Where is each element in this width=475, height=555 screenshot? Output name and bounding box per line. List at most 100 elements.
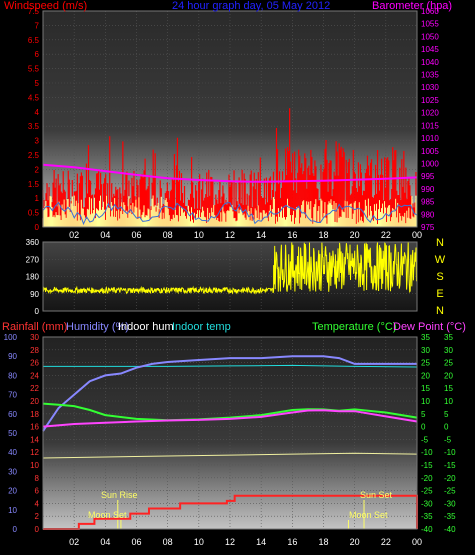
dew-point-tick: 15 bbox=[444, 384, 453, 393]
rainfall-tick: 14 bbox=[30, 435, 39, 444]
rainfall-tick: 30 bbox=[30, 333, 39, 342]
humidity-tick: 90 bbox=[8, 352, 17, 361]
rainfall-tick: 16 bbox=[30, 423, 39, 432]
dew-point-tick: -35 bbox=[444, 512, 456, 521]
dew-point-tick: -30 bbox=[444, 499, 456, 508]
barometer-tick: 1060 bbox=[421, 7, 439, 16]
hour-tick: 00 bbox=[412, 537, 422, 547]
wind-panel-border bbox=[42, 10, 418, 228]
humidity-tick: 10 bbox=[8, 506, 17, 515]
indoor-temp-label: Indoor temp bbox=[172, 321, 231, 333]
rainfall-line bbox=[43, 494, 418, 530]
hour-tick: 18 bbox=[318, 230, 328, 240]
rainfall-tick: 22 bbox=[30, 384, 39, 393]
direction-tick: 270 bbox=[26, 255, 40, 264]
hour-tick: 20 bbox=[350, 537, 360, 547]
indoor-humidity-line bbox=[42, 452, 418, 459]
windspeed-tick: 1 bbox=[35, 194, 40, 203]
compass-letter: S bbox=[436, 271, 443, 283]
windspeed-tick: 5 bbox=[35, 79, 40, 88]
hour-tick: 10 bbox=[194, 230, 204, 240]
moon-set-label: Moon Set bbox=[88, 510, 127, 520]
indoor-temp-line bbox=[43, 364, 418, 368]
windspeed-tick: 4 bbox=[35, 108, 40, 117]
windspeed-tick: 0.5 bbox=[28, 209, 40, 218]
hour-tick: 20 bbox=[350, 230, 360, 240]
rainfall-tick: 0 bbox=[35, 525, 40, 534]
temperature-tick: -30 bbox=[421, 499, 433, 508]
windspeed-tick: 7.5 bbox=[28, 7, 40, 16]
barometer-line bbox=[42, 163, 418, 183]
barometer-tick: 1050 bbox=[421, 32, 439, 41]
hour-tick: 14 bbox=[256, 537, 266, 547]
dew-point-tick: 20 bbox=[444, 371, 453, 380]
hour-tick: 16 bbox=[287, 230, 297, 240]
windspeed-tick: 7 bbox=[35, 21, 40, 30]
barometer-tick: 980 bbox=[421, 210, 435, 219]
windspeed-tick: 3.5 bbox=[28, 122, 40, 131]
hour-tick: 16 bbox=[287, 537, 297, 547]
hour-tick: 06 bbox=[131, 537, 141, 547]
temperature-tick: 35 bbox=[421, 333, 430, 342]
hour-tick: 06 bbox=[131, 230, 141, 240]
rainfall-tick: 20 bbox=[30, 397, 39, 406]
temperature-tick: 20 bbox=[421, 371, 430, 380]
hour-tick: 14 bbox=[256, 230, 266, 240]
compass-letter: E bbox=[436, 288, 443, 300]
rainfall-tick: 8 bbox=[35, 474, 40, 483]
wind-series bbox=[42, 108, 418, 227]
climate-series bbox=[42, 355, 418, 530]
rainfall-tick: 4 bbox=[35, 499, 40, 508]
barometer-tick: 1020 bbox=[421, 109, 439, 118]
temperature-tick: 0 bbox=[421, 423, 426, 432]
sun-set-label: Sun Set bbox=[360, 490, 393, 500]
humidity-tick: 100 bbox=[4, 333, 18, 342]
barometer-tick: 975 bbox=[421, 223, 435, 232]
chart-title: 24 hour graph day, 05 May 2012 bbox=[172, 0, 330, 12]
dew-point-tick: 35 bbox=[444, 333, 453, 342]
direction-tick: 360 bbox=[26, 238, 40, 247]
hour-tick: 04 bbox=[100, 230, 110, 240]
humidity-tick: 80 bbox=[8, 371, 17, 380]
barometer-tick: 1040 bbox=[421, 58, 439, 67]
humidity-tick: 60 bbox=[8, 410, 17, 419]
humidity-tick: 50 bbox=[8, 429, 17, 438]
climate-panel-grid bbox=[43, 336, 417, 530]
dew-point-tick: -25 bbox=[444, 487, 456, 496]
barometer-tick: 1055 bbox=[421, 20, 439, 29]
barometer-tick: 990 bbox=[421, 185, 435, 194]
windspeed-tick: 0 bbox=[35, 223, 40, 232]
wind-direction-line bbox=[42, 241, 418, 295]
barometer-tick: 1035 bbox=[421, 71, 439, 80]
windspeed-tick: 4.5 bbox=[28, 93, 40, 102]
temperature-tick: 30 bbox=[421, 346, 430, 355]
humidity-tick: 70 bbox=[8, 391, 17, 400]
rainfall-tick: 26 bbox=[30, 359, 39, 368]
dew-point-tick: -5 bbox=[444, 435, 452, 444]
humidity-tick: 0 bbox=[13, 525, 18, 534]
temperature-tick: 15 bbox=[421, 384, 430, 393]
rainfall-axis-label: Rainfall (mm) bbox=[2, 321, 67, 333]
dew-point-tick: 10 bbox=[444, 397, 453, 406]
temperature-tick: -35 bbox=[421, 512, 433, 521]
temperature-tick: 25 bbox=[421, 359, 430, 368]
wind-average-line bbox=[42, 201, 418, 226]
temperature-tick: 5 bbox=[421, 410, 426, 419]
hour-tick: 22 bbox=[381, 230, 391, 240]
dew-point-tick: -40 bbox=[444, 525, 456, 534]
windspeed-tick: 5.5 bbox=[28, 65, 40, 74]
temperature-tick: -40 bbox=[421, 525, 433, 534]
hour-tick: 12 bbox=[225, 537, 235, 547]
barometer-tick: 1045 bbox=[421, 45, 439, 54]
barometer-tick: 995 bbox=[421, 172, 435, 181]
barometer-axis-label: Barometer (hpa) bbox=[372, 0, 452, 12]
dew-point-tick: -10 bbox=[444, 448, 456, 457]
barometer-tick: 1010 bbox=[421, 134, 439, 143]
direction-tick: 90 bbox=[30, 290, 39, 299]
humidity-tick: 30 bbox=[8, 467, 17, 476]
windspeed-axis-label: Windspeed (m/s) bbox=[4, 0, 87, 12]
compass-letter: W bbox=[435, 254, 446, 266]
hour-tick: 22 bbox=[381, 537, 391, 547]
rainfall-tick: 6 bbox=[35, 487, 40, 496]
